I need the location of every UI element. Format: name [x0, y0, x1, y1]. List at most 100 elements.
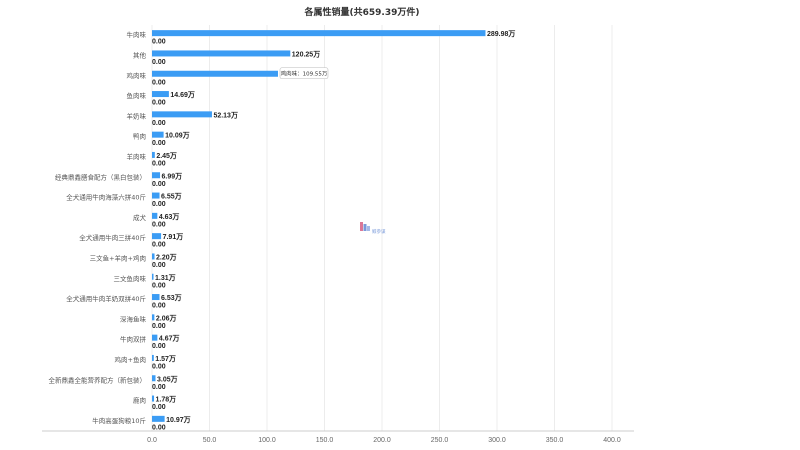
bar[interactable]	[152, 253, 155, 260]
bar[interactable]	[152, 131, 164, 138]
data-label: 52.13万	[213, 111, 238, 119]
data-label-secondary: 0.00	[152, 120, 166, 127]
category-label: 成犬	[133, 213, 147, 222]
category-label: 全犬通用牛肉海藻六拼40斤	[66, 193, 146, 202]
data-label-secondary: 0.00	[152, 384, 166, 391]
data-label: 2.20万	[156, 253, 177, 261]
category-label: 鸭肉	[133, 132, 146, 141]
x-tick-label: 50.0	[203, 437, 217, 444]
data-label: 4.63万	[159, 213, 180, 221]
x-tick-label: 350.0	[546, 437, 564, 444]
x-tick-label: 300.0	[488, 437, 506, 444]
category-label: 经典鼎鑫膳食配方（黑白包装）	[55, 172, 146, 181]
chart-title: 各属性销量(共659.39万件)	[304, 6, 420, 18]
category-label: 三文鱼肉味	[114, 274, 147, 283]
x-tick-label: 150.0	[316, 437, 334, 444]
bar[interactable]	[152, 212, 158, 219]
category-label: 全犬通用牛肉羊奶双拼40斤	[66, 294, 146, 303]
data-label: 1.31万	[155, 274, 176, 282]
data-label-secondary: 0.00	[152, 262, 166, 269]
x-tick-label: 200.0	[373, 437, 391, 444]
bar[interactable]	[152, 70, 278, 77]
category-label: 鸡肉味	[127, 71, 147, 80]
data-label-secondary: 0.00	[152, 221, 166, 228]
data-label: 120.25万	[292, 50, 320, 58]
data-label: 10.97万	[166, 416, 191, 424]
data-label: 6.53万	[161, 294, 182, 302]
x-axis-ticks: 0.0 50.0 100.0 150.0 200.0 250.0 300.0 350.0 400…	[147, 437, 621, 444]
data-label-secondary: 0.00	[152, 363, 166, 370]
data-label-secondary: 0.00	[152, 59, 166, 66]
grid-lines	[42, 25, 634, 432]
bar[interactable]	[152, 395, 155, 402]
data-label-secondary: 0.00	[152, 242, 166, 249]
bars	[152, 30, 486, 422]
bar[interactable]	[152, 314, 155, 321]
category-label: 鱼肉味	[127, 91, 147, 100]
x-tick-label: 400.0	[603, 437, 621, 444]
data-label-secondary: 0.00	[152, 160, 166, 167]
data-label-secondary: 0.00	[152, 303, 166, 310]
data-label-secondary: 0.00	[152, 282, 166, 289]
category-label: 牛肉味	[127, 30, 147, 39]
data-label-secondary: 0.00	[152, 424, 166, 431]
bar[interactable]	[152, 111, 212, 118]
data-label-secondary: 0.00	[152, 323, 166, 330]
data-label-secondary: 0.00	[152, 100, 166, 107]
data-label-secondary: 0.00	[152, 140, 166, 147]
bar[interactable]	[152, 273, 154, 280]
data-label: 10.09万	[165, 132, 190, 140]
bar[interactable]	[152, 172, 161, 179]
bar[interactable]	[152, 30, 486, 37]
category-label: 其他	[133, 50, 147, 59]
data-label: 6.99万	[162, 172, 183, 180]
data-label-secondary: 0.00	[152, 39, 166, 46]
category-label: 羊奶味	[127, 111, 147, 120]
watermark-logo: 鲸参谋	[360, 222, 386, 235]
category-label: 牛肉双拼	[120, 335, 147, 344]
bar[interactable]	[152, 415, 165, 422]
data-label: 289.98万	[487, 30, 515, 38]
tooltip-text: 鸡肉味：109.55万	[281, 69, 328, 77]
data-label: 14.69万	[170, 91, 195, 99]
bar[interactable]	[152, 192, 160, 199]
bar[interactable]	[152, 233, 162, 240]
bar[interactable]	[152, 354, 154, 361]
tooltip: 鸡肉味：109.55万	[279, 67, 329, 80]
x-tick-label: 100.0	[258, 437, 276, 444]
data-label: 4.67万	[159, 335, 180, 343]
watermark-text: 鲸参谋	[372, 228, 386, 235]
category-label: 全犬通用牛肉三拼40斤	[79, 233, 146, 242]
category-label: 羊肉味	[127, 152, 147, 161]
data-label: 6.55万	[161, 193, 182, 201]
category-label: 牛肉高蛋狗粮10斤	[92, 416, 146, 425]
bar[interactable]	[152, 91, 169, 98]
bar[interactable]	[152, 151, 155, 158]
data-label-secondary: 0.00	[152, 404, 166, 411]
data-label: 7.91万	[163, 233, 184, 241]
data-label-secondary: 0.00	[152, 201, 166, 208]
category-label: 三文鱼+羊肉+鸡肉	[90, 253, 146, 262]
data-label-secondary: 0.00	[152, 343, 166, 350]
data-label-secondary: 0.00	[152, 79, 166, 86]
data-label: 1.57万	[155, 355, 176, 363]
value-labels: 289.98万 0.00 120.25万 0.00 0.00 14.69万 0.00 52.1…	[152, 30, 515, 431]
bar[interactable]	[152, 334, 158, 341]
x-tick-label: 250.0	[431, 437, 449, 444]
bar[interactable]	[152, 50, 291, 57]
tooltip-box: 鸡肉味：109.55万	[279, 67, 329, 80]
data-label-secondary: 0.00	[152, 181, 166, 188]
category-label: 鹿肉	[133, 396, 146, 405]
data-label: 2.06万	[156, 314, 177, 322]
data-label: 2.45万	[156, 152, 177, 160]
bar[interactable]	[152, 294, 160, 301]
category-label: 全新鼎鑫全能营养配方（新包装）	[49, 375, 147, 384]
data-label: 3.05万	[157, 375, 178, 383]
category-label: 深海鱼味	[120, 314, 147, 323]
data-label: 1.78万	[156, 396, 177, 404]
bar[interactable]	[152, 375, 156, 382]
tooltip-background	[279, 67, 329, 80]
watermark-icon: 鲸参谋	[360, 222, 386, 235]
